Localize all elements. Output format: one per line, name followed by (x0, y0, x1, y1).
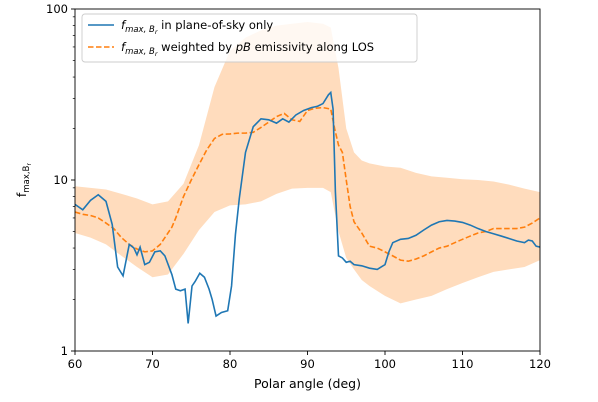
x-tick-label: 60 (68, 357, 83, 371)
series-plane-of-sky-line (75, 90, 540, 324)
y-axis: 1 10 100 (46, 2, 75, 358)
legend: fmax, Br in plane-of-sky only fmax, Br w… (81, 13, 418, 63)
y-axis-label-sub: max,B (22, 165, 32, 192)
y-tick-label: 1 (61, 344, 68, 358)
x-tick-label: 110 (452, 357, 474, 371)
legend-label-weighted: fmax, Br weighted by pB emissivity along… (121, 40, 374, 58)
x-tick-label: 70 (145, 357, 160, 371)
plot-area (75, 21, 540, 324)
y-tick-label: 10 (53, 173, 68, 187)
x-tick-label: 80 (223, 357, 238, 371)
legend-label-plane-of-sky: fmax, Br in plane-of-sky only (121, 18, 273, 36)
y-axis-label-sub2: r (25, 163, 33, 166)
series-weighted-line (75, 106, 540, 263)
uncertainty-band (75, 21, 540, 304)
x-tick-label: 100 (374, 357, 396, 371)
y-tick-label: 100 (46, 2, 68, 16)
y-axis-label: fmax,Br (14, 163, 33, 197)
svg-text:fmax,Br: fmax,Br (14, 163, 33, 197)
x-axis-label: Polar angle (deg) (254, 376, 361, 391)
y-axis-label-main: f (14, 192, 29, 197)
x-tick-label: 90 (300, 357, 315, 371)
x-axis: 60 70 80 90 100 110 120 (68, 351, 551, 371)
legend-box (81, 13, 418, 63)
x-tick-label: 120 (529, 357, 551, 371)
